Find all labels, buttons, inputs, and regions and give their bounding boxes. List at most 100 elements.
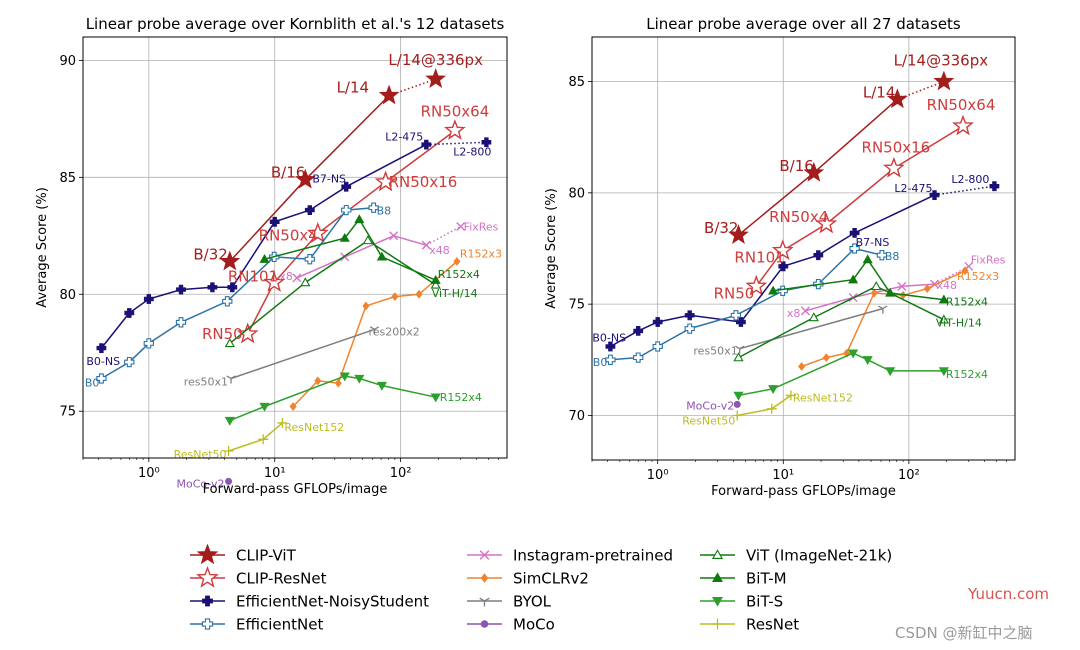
legend-label: BYOL	[513, 593, 552, 611]
annotation-rn50x16: RN50x16	[862, 138, 931, 156]
series-line	[739, 307, 884, 350]
series-resnet	[223, 417, 288, 456]
data-point	[938, 367, 949, 377]
axes-frame	[591, 36, 1016, 461]
data-point	[961, 266, 969, 276]
data-point	[885, 367, 896, 377]
legend-marker	[479, 550, 490, 560]
data-point	[870, 288, 878, 298]
legend-label: EfficientNet-NoisyStudent	[236, 593, 429, 611]
data-point	[222, 296, 233, 307]
data-point	[862, 356, 873, 366]
data-point	[633, 325, 644, 336]
y-tick-label: 80	[59, 288, 76, 303]
chart-title: Linear probe average over Kornblith et a…	[86, 15, 505, 33]
annotation-moco-v2: MoCo-v2	[686, 399, 734, 412]
data-point	[259, 253, 270, 263]
annotation-rn50x16: RN50x16	[389, 173, 458, 191]
annotation-r152x4: R152x4	[438, 268, 480, 281]
data-point	[929, 190, 940, 200]
x-tick-label: 10¹	[772, 468, 794, 483]
data-point	[124, 308, 135, 318]
series-efficientnet	[605, 243, 888, 365]
annotation-rn50: RN50	[202, 325, 243, 343]
data-point	[430, 279, 441, 289]
series-bit-m	[768, 254, 949, 304]
data-point	[421, 139, 432, 150]
data-point	[938, 294, 949, 304]
data-point	[339, 372, 350, 382]
annotation-l2-800: L2-800	[951, 173, 989, 186]
axes-frame	[82, 36, 508, 459]
annotation-rn101: RN101	[228, 268, 278, 286]
data-point	[96, 343, 107, 354]
data-point	[771, 239, 794, 261]
legend-entry-bit-s: BiT-S	[700, 593, 783, 611]
legend-label: CLIP-ResNet	[236, 570, 327, 588]
data-point	[304, 254, 315, 265]
annotation-fixres: FixRes	[464, 220, 499, 233]
legend-label: ViT (ImageNet-21k)	[746, 547, 892, 565]
x-tick-label: 10¹	[264, 466, 286, 481]
data-point	[456, 221, 466, 231]
series-efficientnet	[96, 202, 379, 384]
legend-marker	[480, 620, 489, 628]
data-point	[224, 338, 235, 348]
legend-marker	[480, 573, 489, 583]
data-point	[876, 250, 888, 261]
data-point	[733, 352, 744, 362]
data-point	[368, 202, 379, 213]
annotation-resnet50: ResNet50	[174, 448, 227, 461]
legend-marker	[196, 566, 219, 588]
data-point	[421, 240, 431, 250]
x-tick-label: 10⁰	[647, 468, 669, 483]
legend-entry-efficientnet: EfficientNet	[190, 616, 323, 634]
data-point	[785, 390, 796, 401]
data-point	[848, 274, 859, 284]
series-bit-s	[733, 349, 949, 401]
legend-entry-clip-resnet: CLIP-ResNet	[190, 566, 327, 588]
data-point	[224, 416, 235, 426]
data-point	[768, 285, 779, 295]
series-byol	[226, 326, 380, 384]
annotation-rn101: RN101	[734, 249, 784, 267]
annotation-l2-800: L2-800	[453, 145, 491, 158]
data-point	[226, 375, 236, 384]
right-chart-panel: 10⁰ 10¹ 10² 70 75 80 85 L/14@336px L/14 B/16 B/32 R…	[544, 15, 1016, 499]
data-point	[885, 287, 896, 297]
annotation-l2-475: L2-475	[894, 182, 932, 195]
data-point	[923, 284, 931, 293]
data-point	[886, 88, 908, 109]
annotation-moco-v2: MoCo-v2	[177, 477, 225, 490]
annotation-r152x4: R152x4	[946, 296, 988, 309]
data-point	[684, 310, 695, 321]
annotation-b8: B8	[885, 250, 900, 263]
data-point	[733, 391, 744, 401]
annotation-vit-h-14: ViT-H/14	[432, 287, 478, 300]
series-line	[101, 206, 374, 380]
annotation-l-14: L/14	[337, 78, 370, 96]
legend-entry-byol: BYOL	[467, 593, 552, 611]
data-point	[374, 170, 397, 192]
data-point	[219, 250, 241, 271]
x-axis-label: Forward-pass GFLOPs/image	[203, 482, 388, 497]
series-line	[229, 239, 437, 344]
data-point	[878, 305, 888, 314]
data-point	[768, 385, 779, 394]
data-point	[376, 251, 387, 261]
data-point	[300, 277, 311, 287]
data-point	[684, 323, 695, 334]
annotation-r152x4: R152x4	[946, 368, 988, 381]
data-point	[369, 326, 380, 335]
data-point	[341, 204, 352, 216]
data-point	[822, 353, 830, 362]
data-point	[815, 212, 838, 234]
series-efficientnet-noisystudent	[96, 137, 492, 354]
series-line	[100, 143, 427, 349]
data-point	[376, 381, 387, 391]
data-point	[871, 281, 882, 291]
y-tick-label: 90	[59, 54, 76, 69]
annotation-vit-h-14: ViT-H/14	[936, 317, 982, 330]
annotation-b-16: B/16	[779, 157, 813, 175]
data-point	[225, 477, 233, 485]
